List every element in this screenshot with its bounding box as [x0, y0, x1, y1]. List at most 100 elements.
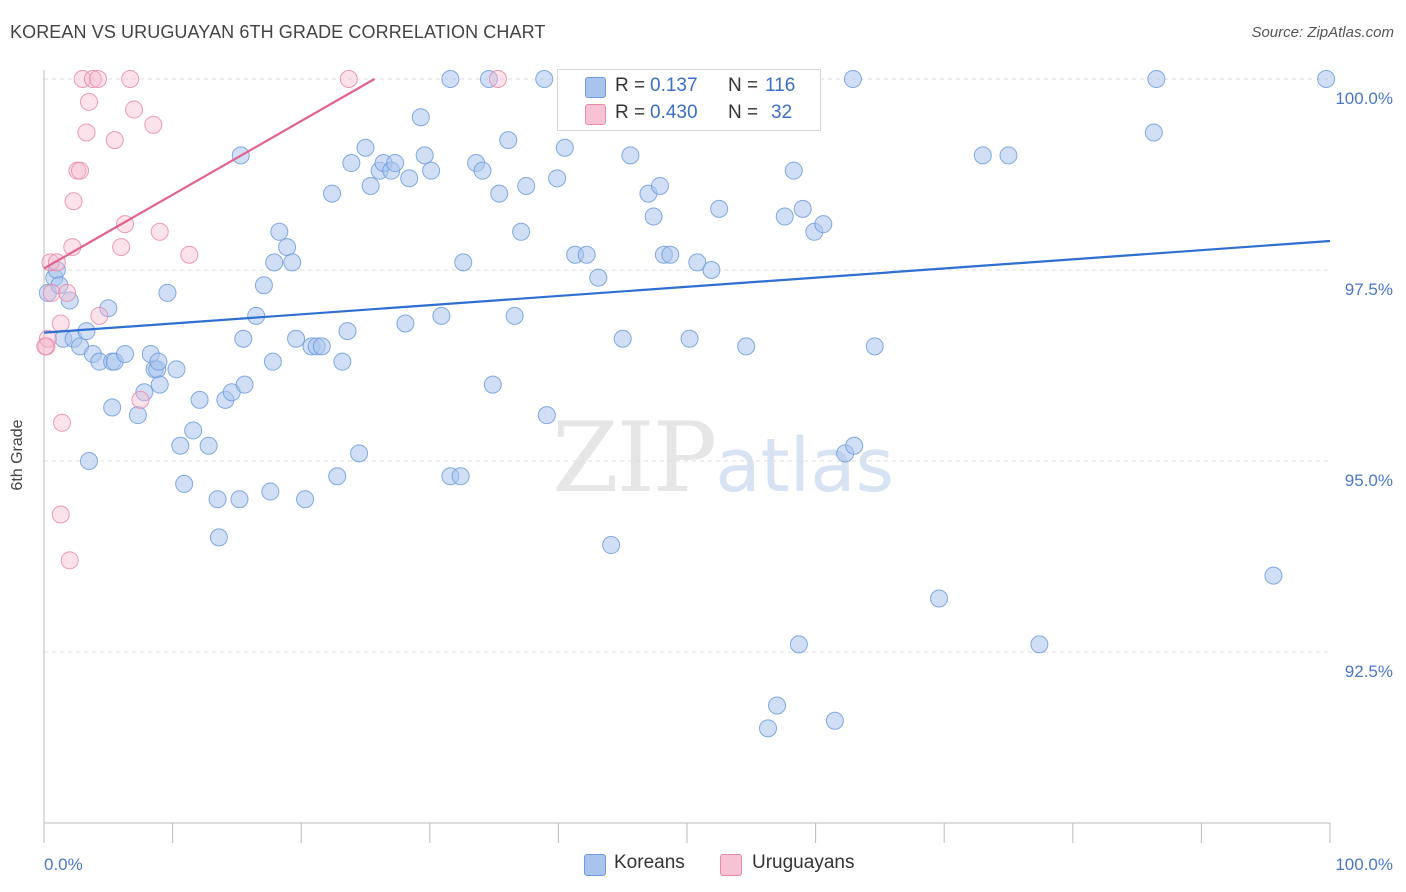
uruguayan-point: [125, 100, 144, 119]
koreans-n-value: 116: [765, 75, 796, 96]
korean-point: [505, 306, 524, 325]
korean-point: [167, 360, 186, 379]
uruguayan-point: [144, 115, 163, 134]
korean-point: [150, 375, 169, 394]
uruguayan-point: [58, 283, 77, 302]
korean-point: [149, 352, 168, 371]
uruguayan-point: [80, 92, 99, 111]
x-tick-label-min: 0.0%: [44, 855, 83, 874]
uruguayan-point: [83, 70, 102, 88]
korean-point: [737, 337, 756, 356]
korean-point: [261, 482, 280, 501]
uruguayans-r-label: R =: [615, 102, 646, 123]
korean-point: [845, 436, 864, 455]
korean-point: [386, 154, 405, 173]
uruguayan-point: [77, 123, 96, 142]
uruguayan-point: [89, 70, 108, 88]
korean-point: [825, 711, 844, 730]
korean-point: [116, 345, 135, 364]
korean-point: [1147, 70, 1166, 88]
uruguayan-point: [42, 283, 61, 302]
korean-point: [432, 306, 451, 325]
koreans-r-value: 0.137: [650, 75, 698, 96]
korean-point: [999, 146, 1018, 165]
korean-point: [296, 490, 315, 509]
legend-row-koreans: R = 0.137 N = 116: [558, 73, 820, 101]
y-tick-label: 97.5%: [1345, 280, 1393, 299]
uruguayan-point: [53, 413, 72, 432]
uruguayans-legend-label: Uruguayans: [752, 852, 855, 873]
koreans-legend-label: Koreans: [614, 852, 685, 873]
korean-point: [415, 146, 434, 165]
korean-point: [548, 169, 567, 188]
uruguayan-point: [90, 306, 109, 325]
uruguayan-point: [73, 70, 92, 88]
korean-point: [644, 207, 663, 226]
korean-point: [930, 589, 949, 608]
uruguayan-point: [112, 238, 131, 257]
korean-point: [328, 467, 347, 486]
uruguayans-n-value: 32: [771, 102, 793, 123]
korean-point: [613, 329, 632, 348]
korean-point: [688, 253, 707, 272]
korean-point: [350, 444, 369, 463]
korean-point: [441, 70, 460, 88]
korean-point: [80, 452, 99, 470]
korean-point: [537, 406, 556, 425]
y-tick-label: 95.0%: [1345, 471, 1393, 490]
korean-point: [333, 352, 352, 371]
korean-point: [1144, 123, 1163, 142]
korean-point: [270, 222, 289, 241]
uruguayan-point: [60, 551, 79, 570]
x-tick-label-max: 100.0%: [1335, 855, 1393, 874]
korean-point: [1264, 566, 1283, 585]
korean-point: [775, 207, 794, 226]
korean-point: [208, 490, 227, 509]
korean-point: [158, 283, 177, 302]
series-legend: Koreans Uruguayans: [0, 852, 1406, 878]
korean-point: [128, 406, 147, 425]
korean-point: [661, 245, 680, 264]
uruguayan-point: [488, 70, 507, 88]
korean-point: [865, 337, 884, 356]
uruguayan-point: [36, 337, 55, 356]
korean-point: [451, 467, 470, 486]
korean-point: [263, 352, 282, 371]
uruguayan-point: [150, 222, 169, 241]
korean-point: [621, 146, 640, 165]
korean-point: [235, 375, 254, 394]
korean-point: [287, 329, 306, 348]
korean-point: [793, 199, 812, 218]
uruguayan-point: [180, 245, 199, 264]
uruguayan-point: [64, 192, 83, 211]
source-credit: Source: ZipAtlas.com: [1251, 24, 1394, 41]
koreans-legend-swatch: [584, 854, 606, 876]
korean-point: [265, 253, 284, 272]
korean-point: [577, 245, 596, 264]
uruguayan-point: [339, 70, 358, 88]
uruguayans-trendline: [43, 78, 376, 270]
korean-point: [517, 176, 536, 195]
uruguayan-point: [105, 131, 124, 150]
korean-point: [278, 238, 297, 257]
korean-point: [843, 70, 862, 88]
korean-point: [1317, 70, 1336, 88]
uruguayan-point: [51, 505, 70, 524]
korean-point: [784, 161, 803, 180]
uruguayan-point: [131, 390, 150, 409]
korean-point: [499, 131, 518, 150]
korean-point: [490, 184, 509, 203]
korean-point: [650, 176, 669, 195]
korean-point: [103, 398, 122, 417]
korean-point: [680, 329, 699, 348]
y-tick-label: 92.5%: [1345, 662, 1393, 681]
korean-point: [422, 161, 441, 180]
korean-point: [473, 161, 492, 180]
watermark-zip: ZIP: [552, 402, 717, 514]
korean-point: [356, 138, 375, 157]
koreans-trendline: [43, 239, 1331, 334]
korean-point: [973, 146, 992, 165]
korean-point: [602, 536, 621, 555]
korean-point: [512, 222, 531, 241]
korean-point: [209, 528, 228, 547]
